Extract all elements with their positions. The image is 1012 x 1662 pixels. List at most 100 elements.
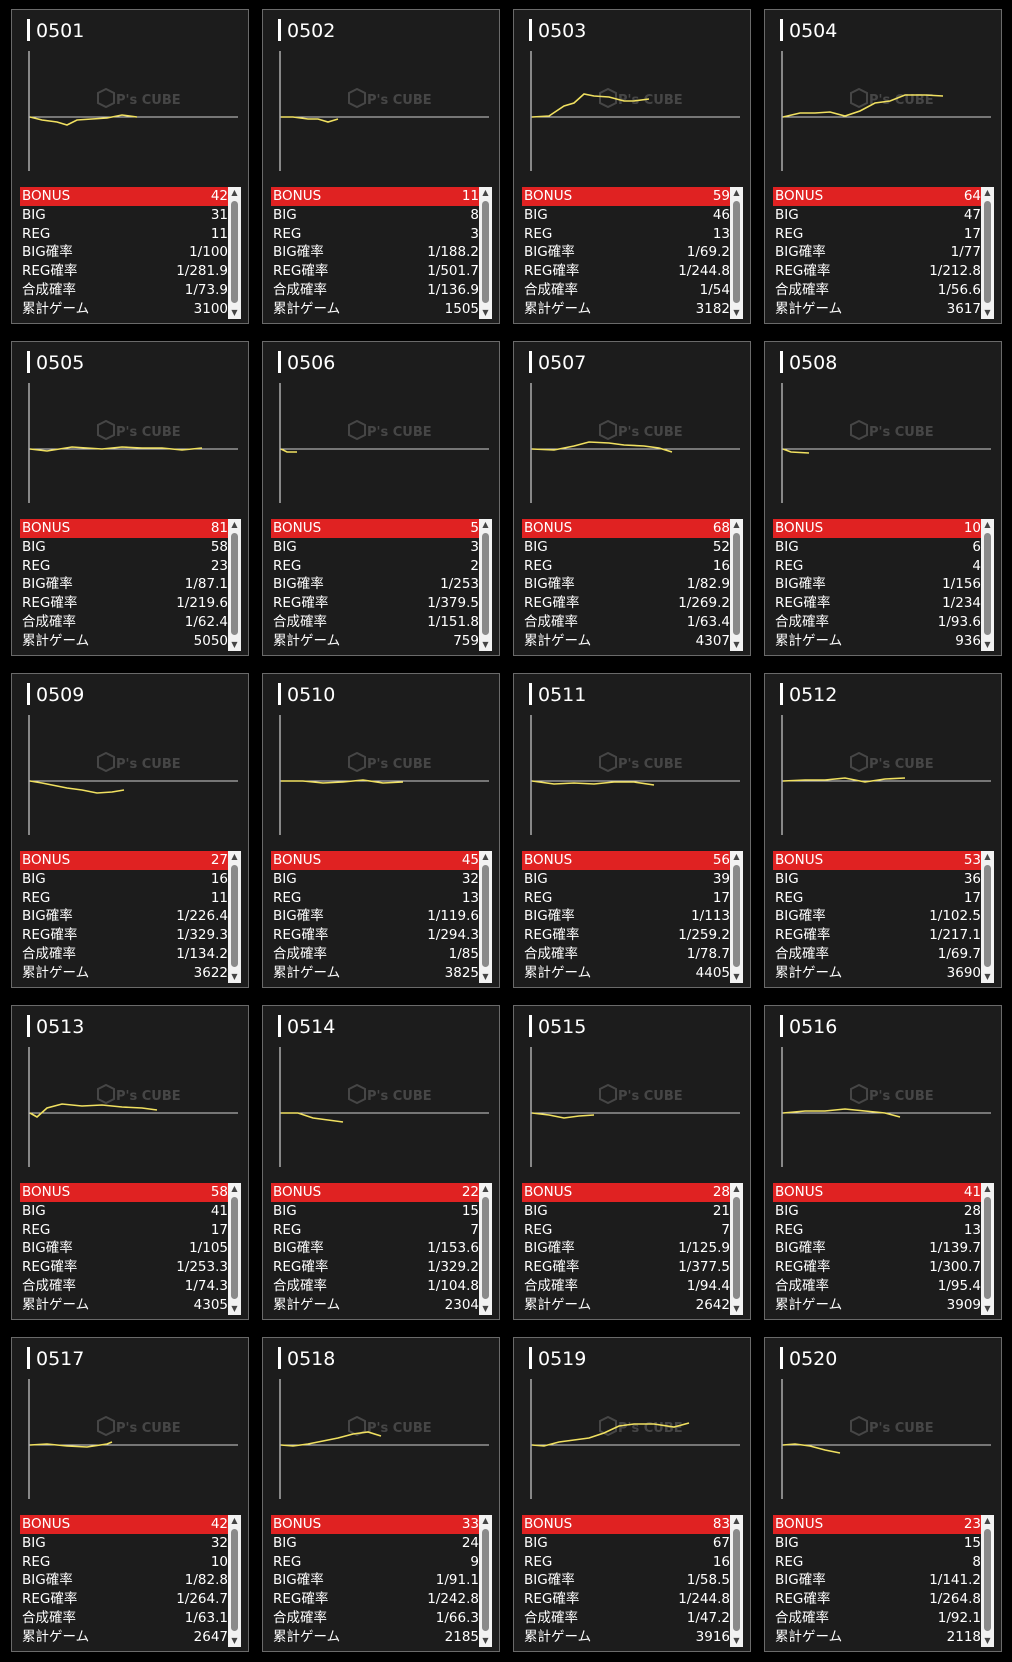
machine-card[interactable]: 0518 P's CUBE BONUS 33 BIG 24 REG 9 BIG確率 1/91.1 R… xyxy=(262,1337,500,1652)
stats-scrollbar[interactable]: ▲ ▼ xyxy=(730,519,743,651)
scroll-down-icon[interactable]: ▼ xyxy=(984,1636,991,1645)
machine-card[interactable]: 0509 P's CUBE BONUS 27 BIG 16 REG 11 BIG確率 1/226.… xyxy=(11,673,249,988)
scroll-up-icon[interactable]: ▲ xyxy=(984,1516,991,1525)
scroll-thumb[interactable] xyxy=(984,201,991,303)
scroll-down-icon[interactable]: ▼ xyxy=(733,972,740,981)
scroll-down-icon[interactable]: ▼ xyxy=(482,1636,489,1645)
scroll-thumb[interactable] xyxy=(231,201,238,303)
machine-card[interactable]: 0502 P's CUBE BONUS 11 BIG 8 REG 3 BIG確率 1/188.2 R… xyxy=(262,9,500,324)
stats-scrollbar[interactable]: ▲ ▼ xyxy=(228,1515,241,1647)
machine-card[interactable]: 0517 P's CUBE BONUS 42 BIG 32 REG 10 BIG確率 1/82.8… xyxy=(11,1337,249,1652)
machine-card[interactable]: 0510 P's CUBE BONUS 45 BIG 32 REG 13 BIG確率 1/119.… xyxy=(262,673,500,988)
stats-scrollbar[interactable]: ▲ ▼ xyxy=(981,519,994,651)
machine-card[interactable]: 0508 P's CUBE BONUS 10 BIG 6 REG 4 BIG確率 1/156 REG… xyxy=(764,341,1002,656)
scroll-up-icon[interactable]: ▲ xyxy=(733,852,740,861)
scroll-thumb[interactable] xyxy=(482,865,489,967)
scroll-up-icon[interactable]: ▲ xyxy=(482,520,489,529)
scroll-down-icon[interactable]: ▼ xyxy=(984,308,991,317)
machine-card[interactable]: 0520 P's CUBE BONUS 23 BIG 15 REG 8 BIG確率 1/141.2… xyxy=(764,1337,1002,1652)
machine-card[interactable]: 0504 P's CUBE BONUS 64 BIG 47 REG 17 BIG確率 1/77 RE… xyxy=(764,9,1002,324)
machine-card[interactable]: 0503 P's CUBE BONUS 59 BIG 46 REG 13 BIG確率 1/69.2… xyxy=(513,9,751,324)
stats-scrollbar[interactable]: ▲ ▼ xyxy=(730,851,743,983)
scroll-up-icon[interactable]: ▲ xyxy=(231,188,238,197)
scroll-up-icon[interactable]: ▲ xyxy=(231,852,238,861)
stats-scrollbar[interactable]: ▲ ▼ xyxy=(479,1183,492,1315)
scroll-down-icon[interactable]: ▼ xyxy=(231,308,238,317)
scroll-up-icon[interactable]: ▲ xyxy=(482,188,489,197)
scroll-thumb[interactable] xyxy=(482,1529,489,1631)
scroll-down-icon[interactable]: ▼ xyxy=(984,972,991,981)
stats-scrollbar[interactable]: ▲ ▼ xyxy=(228,187,241,319)
scroll-thumb[interactable] xyxy=(733,865,740,967)
machine-card[interactable]: 0512 P's CUBE BONUS 53 BIG 36 REG 17 BIG確率 1/102.… xyxy=(764,673,1002,988)
stats-scrollbar[interactable]: ▲ ▼ xyxy=(730,1183,743,1315)
scroll-thumb[interactable] xyxy=(231,865,238,967)
scroll-thumb[interactable] xyxy=(482,533,489,635)
machine-card[interactable]: 0505 P's CUBE BONUS 81 BIG 58 REG 23 BIG確率 1/87.1… xyxy=(11,341,249,656)
scroll-down-icon[interactable]: ▼ xyxy=(482,972,489,981)
scroll-up-icon[interactable]: ▲ xyxy=(984,188,991,197)
scroll-down-icon[interactable]: ▼ xyxy=(231,1304,238,1313)
stats-scrollbar[interactable]: ▲ ▼ xyxy=(981,1183,994,1315)
scroll-up-icon[interactable]: ▲ xyxy=(733,188,740,197)
scroll-up-icon[interactable]: ▲ xyxy=(733,1184,740,1193)
scroll-up-icon[interactable]: ▲ xyxy=(482,852,489,861)
scroll-thumb[interactable] xyxy=(482,1197,489,1299)
scroll-thumb[interactable] xyxy=(231,1197,238,1299)
machine-card[interactable]: 0511 P's CUBE BONUS 56 BIG 39 REG 17 BIG確率 1/113 R… xyxy=(513,673,751,988)
stats-scrollbar[interactable]: ▲ ▼ xyxy=(981,851,994,983)
scroll-up-icon[interactable]: ▲ xyxy=(482,1184,489,1193)
scroll-down-icon[interactable]: ▼ xyxy=(733,640,740,649)
scroll-down-icon[interactable]: ▼ xyxy=(482,1304,489,1313)
stats-scrollbar[interactable]: ▲ ▼ xyxy=(228,851,241,983)
stats-scrollbar[interactable]: ▲ ▼ xyxy=(479,519,492,651)
scroll-thumb[interactable] xyxy=(984,1197,991,1299)
scroll-down-icon[interactable]: ▼ xyxy=(984,1304,991,1313)
stats-scrollbar[interactable]: ▲ ▼ xyxy=(228,1183,241,1315)
machine-card[interactable]: 0513 P's CUBE BONUS 58 BIG 41 REG 17 BIG確率 1/105 R… xyxy=(11,1005,249,1320)
machine-card[interactable]: 0507 P's CUBE BONUS 68 BIG 52 REG 16 BIG確率 1/82.9… xyxy=(513,341,751,656)
stats-scrollbar[interactable]: ▲ ▼ xyxy=(730,187,743,319)
scroll-up-icon[interactable]: ▲ xyxy=(231,520,238,529)
scroll-thumb[interactable] xyxy=(733,1529,740,1631)
scroll-up-icon[interactable]: ▲ xyxy=(231,1516,238,1525)
stats-scrollbar[interactable]: ▲ ▼ xyxy=(730,1515,743,1647)
scroll-up-icon[interactable]: ▲ xyxy=(482,1516,489,1525)
scroll-thumb[interactable] xyxy=(231,533,238,635)
scroll-thumb[interactable] xyxy=(984,865,991,967)
scroll-thumb[interactable] xyxy=(482,201,489,303)
machine-card[interactable]: 0514 P's CUBE BONUS 22 BIG 15 REG 7 BIG確率 1/153.6… xyxy=(262,1005,500,1320)
scroll-down-icon[interactable]: ▼ xyxy=(482,640,489,649)
scroll-down-icon[interactable]: ▼ xyxy=(733,1304,740,1313)
machine-card[interactable]: 0515 P's CUBE BONUS 28 BIG 21 REG 7 BIG確率 1/125.9… xyxy=(513,1005,751,1320)
scroll-down-icon[interactable]: ▼ xyxy=(231,640,238,649)
scroll-down-icon[interactable]: ▼ xyxy=(482,308,489,317)
scroll-down-icon[interactable]: ▼ xyxy=(984,640,991,649)
scroll-thumb[interactable] xyxy=(984,1529,991,1631)
stats-scrollbar[interactable]: ▲ ▼ xyxy=(981,187,994,319)
machine-card[interactable]: 0501 P's CUBE BONUS 42 BIG 31 REG 11 BIG確率 1/100 R… xyxy=(11,9,249,324)
scroll-thumb[interactable] xyxy=(984,533,991,635)
scroll-up-icon[interactable]: ▲ xyxy=(231,1184,238,1193)
scroll-down-icon[interactable]: ▼ xyxy=(231,972,238,981)
machine-card[interactable]: 0516 P's CUBE BONUS 41 BIG 28 REG 13 BIG確率 1/139.… xyxy=(764,1005,1002,1320)
scroll-up-icon[interactable]: ▲ xyxy=(733,520,740,529)
scroll-up-icon[interactable]: ▲ xyxy=(984,852,991,861)
scroll-down-icon[interactable]: ▼ xyxy=(733,308,740,317)
scroll-down-icon[interactable]: ▼ xyxy=(733,1636,740,1645)
stats-scrollbar[interactable]: ▲ ▼ xyxy=(479,187,492,319)
scroll-down-icon[interactable]: ▼ xyxy=(231,1636,238,1645)
machine-card[interactable]: 0506 P's CUBE BONUS 5 BIG 3 REG 2 BIG確率 1/253 REG確… xyxy=(262,341,500,656)
scroll-thumb[interactable] xyxy=(733,1197,740,1299)
scroll-up-icon[interactable]: ▲ xyxy=(984,520,991,529)
scroll-up-icon[interactable]: ▲ xyxy=(984,1184,991,1193)
machine-card[interactable]: 0519 P's CUBE BONUS 83 BIG 67 REG 16 BIG確率 1/58.5… xyxy=(513,1337,751,1652)
stats-scrollbar[interactable]: ▲ ▼ xyxy=(981,1515,994,1647)
scroll-thumb[interactable] xyxy=(733,201,740,303)
stats-scrollbar[interactable]: ▲ ▼ xyxy=(479,851,492,983)
scroll-up-icon[interactable]: ▲ xyxy=(733,1516,740,1525)
stats-scrollbar[interactable]: ▲ ▼ xyxy=(479,1515,492,1647)
scroll-thumb[interactable] xyxy=(733,533,740,635)
scroll-thumb[interactable] xyxy=(231,1529,238,1631)
stats-scrollbar[interactable]: ▲ ▼ xyxy=(228,519,241,651)
